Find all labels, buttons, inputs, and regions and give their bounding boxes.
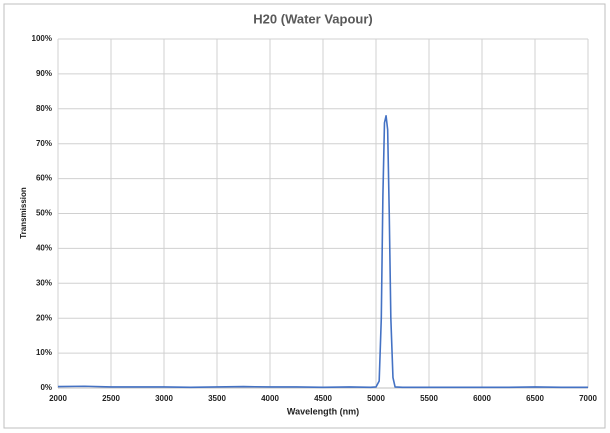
x-tick-label: 3500	[208, 394, 226, 403]
y-tick-label: 50%	[36, 209, 52, 218]
y-tick-label: 60%	[36, 174, 52, 183]
x-tick-label: 6500	[526, 394, 544, 403]
x-tick-label: 2500	[102, 394, 120, 403]
chart-title: H20 (Water Vapour)	[253, 11, 372, 26]
y-tick-label: 0%	[40, 383, 52, 392]
y-tick-label: 30%	[36, 278, 52, 287]
y-tick-label: 90%	[36, 69, 52, 78]
x-tick-label: 5000	[367, 394, 385, 403]
data-line	[57, 114, 588, 389]
x-tick-label: 4000	[261, 394, 279, 403]
y-tick-label: 40%	[36, 244, 52, 253]
x-axis-title: Wavelength (nm)	[287, 406, 359, 416]
x-tick-label: 7000	[579, 394, 597, 403]
chart-border	[3, 3, 606, 429]
y-tick-label: 80%	[36, 104, 52, 113]
x-tick-label: 5500	[420, 394, 438, 403]
y-tick-label: 20%	[36, 313, 52, 322]
y-axis-title: Transmission	[19, 187, 28, 239]
y-tick-label: 100%	[32, 34, 52, 43]
x-tick-label: 2000	[49, 394, 67, 403]
y-tick-label: 10%	[36, 348, 52, 357]
x-tick-label: 6000	[473, 394, 491, 403]
y-tick-label: 70%	[36, 139, 52, 148]
x-tick-label: 4500	[314, 394, 332, 403]
x-tick-label: 3000	[155, 394, 173, 403]
